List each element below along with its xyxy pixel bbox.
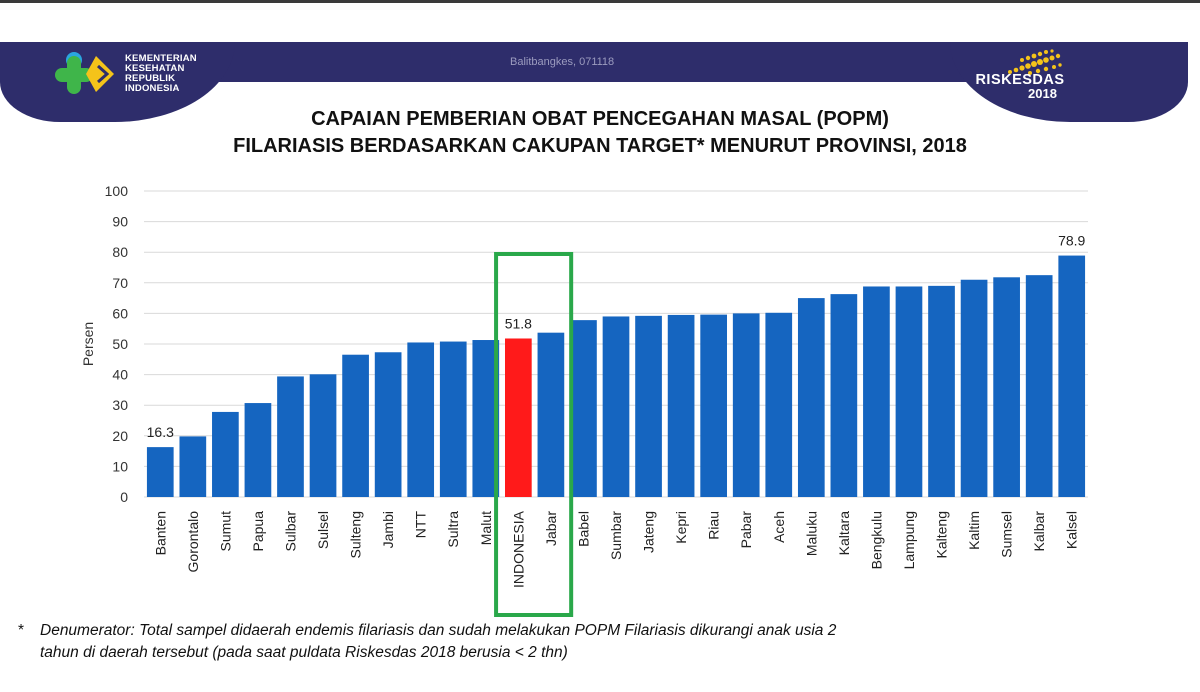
bar xyxy=(212,411,239,497)
y-tick-label: 70 xyxy=(112,275,128,291)
bar xyxy=(797,298,825,497)
y-tick-label: 90 xyxy=(112,214,128,230)
y-tick-label: 0 xyxy=(120,489,128,505)
x-tick-label: Kalsel xyxy=(1064,511,1080,549)
y-tick-label: 20 xyxy=(112,428,128,444)
bar xyxy=(537,332,565,497)
x-tick-label: Maluku xyxy=(803,511,819,556)
x-tick-label: Sumut xyxy=(217,511,233,552)
x-tick-label: Aceh xyxy=(771,511,787,543)
bar xyxy=(1058,255,1086,497)
x-tick-label: Banten xyxy=(152,511,168,555)
riskesdas-dots-icon xyxy=(1000,48,1070,83)
footnote-line-2: tahun di daerah tersebut (pada saat puld… xyxy=(40,644,568,661)
x-tick-label: Sulbar xyxy=(282,511,298,552)
x-tick-label: Sumsel xyxy=(999,511,1015,558)
x-tick-label: INDONESIA xyxy=(510,510,526,588)
y-axis-label: Persen xyxy=(80,322,96,366)
riskesdas-brand: RISKESDAS xyxy=(975,72,1065,88)
x-tick-label: Jateng xyxy=(641,511,657,553)
x-tick-label: Gorontalo xyxy=(185,511,201,573)
bar xyxy=(374,352,402,497)
bar xyxy=(928,285,955,497)
bar xyxy=(146,447,174,497)
bar xyxy=(342,354,369,497)
x-tick-label: Jambi xyxy=(380,511,396,548)
y-tick-label: 60 xyxy=(112,305,128,321)
highlight-box xyxy=(494,252,574,617)
bar xyxy=(244,403,272,497)
bar xyxy=(700,314,728,497)
bar xyxy=(504,338,532,497)
x-tick-label: Kalteng xyxy=(934,511,950,558)
ministry-line: REPUBLIK xyxy=(125,73,176,84)
x-tick-label: Babel xyxy=(575,511,591,547)
ministry-line: INDONESIA xyxy=(125,83,180,94)
bar xyxy=(830,294,858,497)
x-tick-label: Malut xyxy=(478,511,494,545)
x-tick-label: NTT xyxy=(413,511,429,539)
y-tick-label: 100 xyxy=(105,183,129,199)
data-label: 78.9 xyxy=(1058,233,1085,249)
data-label: 16.3 xyxy=(147,424,174,440)
bar xyxy=(277,376,304,497)
y-tick-label: 80 xyxy=(112,244,128,260)
ministry-logo xyxy=(52,48,122,109)
y-tick-label: 30 xyxy=(112,397,128,413)
bar xyxy=(570,320,597,497)
bar xyxy=(179,436,207,497)
bar xyxy=(765,312,793,497)
chart-title-line-1: CAPAIAN PEMBERIAN OBAT PENCEGAHAN MASAL … xyxy=(311,108,889,130)
x-tick-label: Sultra xyxy=(445,511,461,548)
bar xyxy=(895,286,923,497)
bar xyxy=(635,315,662,497)
x-tick-label: Pabar xyxy=(738,511,754,549)
y-tick-label: 10 xyxy=(112,458,128,474)
ministry-name: KEMENTERIAN KESEHATAN REPUBLIK INDONESIA xyxy=(125,54,197,94)
footnote-line-1: Denumerator: Total sampel didaerah endem… xyxy=(40,622,837,639)
bar xyxy=(309,374,337,497)
x-tick-label: Kaltara xyxy=(836,511,852,556)
chart-title-line-2: FILARIASIS BERDASARKAN CAKUPAN TARGET* M… xyxy=(233,135,967,157)
ministry-line: KEMENTERIAN xyxy=(125,53,197,64)
x-tick-label: Kepri xyxy=(673,511,689,544)
x-tick-label: Bengkulu xyxy=(868,511,884,569)
window-top-border xyxy=(0,0,1200,3)
riskesdas-year: 2018 xyxy=(1028,86,1057,101)
x-tick-label: Sulsel xyxy=(315,511,331,549)
x-tick-label: Jabar xyxy=(543,511,559,546)
y-tick-label: 50 xyxy=(112,336,128,352)
bar xyxy=(863,286,890,497)
x-tick-label: Riau xyxy=(706,511,722,540)
x-tick-label: Papua xyxy=(250,511,266,552)
bar-chart: 0 10 20 30 40 50 60 70 80 90 100 Persen Banten 16.3 Go… xyxy=(80,183,1088,617)
bar xyxy=(993,277,1020,497)
x-tick-label: Sumbar xyxy=(608,511,624,560)
bar xyxy=(439,341,467,497)
ministry-line: KESEHATAN xyxy=(125,63,185,74)
x-tick-label: Sulteng xyxy=(348,511,364,558)
x-tick-label: Lampung xyxy=(901,511,917,569)
data-label: 51.8 xyxy=(505,315,532,331)
bar xyxy=(667,314,695,497)
bar xyxy=(960,279,988,497)
bar xyxy=(1025,275,1053,497)
x-tick-label: Kalbar xyxy=(1031,511,1047,552)
source-tag: Balitbangkes, 071118 xyxy=(510,56,615,68)
x-tick-label: Kaltim xyxy=(966,511,982,550)
bar xyxy=(602,316,630,497)
footnote: * Denumerator: Total sampel didaerah ende… xyxy=(18,620,1118,664)
footnote-marker: * xyxy=(18,622,25,639)
bar xyxy=(407,342,435,497)
y-tick-label: 40 xyxy=(112,367,128,383)
bar xyxy=(732,313,760,497)
